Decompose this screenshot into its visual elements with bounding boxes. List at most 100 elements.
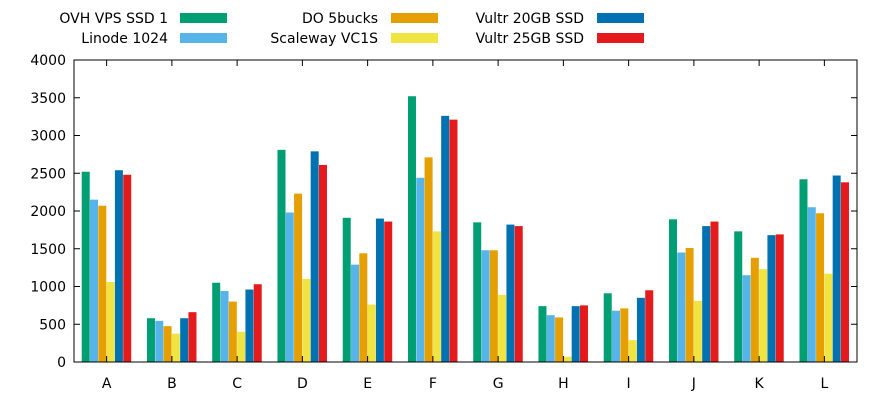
bar-J-4 [702,226,711,362]
bar-L-2 [816,213,825,362]
bar-D-2 [294,193,303,362]
bar-H-3 [563,356,572,362]
bar-I-5 [645,290,654,362]
x-tick-label: D [297,376,308,392]
y-tick-label: 2500 [30,166,66,182]
bar-I-3 [628,340,637,362]
bar-B-0 [146,318,155,362]
bar-A-3 [106,281,115,362]
bar-A-1 [90,199,99,362]
bar-L-1 [807,207,816,362]
legend-swatch [597,33,644,43]
bar-C-2 [228,301,237,362]
bar-G-5 [514,226,523,362]
bar-L-5 [840,182,849,362]
bar-E-4 [375,218,384,362]
bar-J-2 [685,248,694,362]
x-tick-label: B [167,376,177,392]
bar-G-1 [481,250,490,362]
bar-H-0 [538,306,547,362]
bar-B-5 [188,312,197,362]
bar-E-2 [359,253,368,362]
legend-label: DO 5bucks [302,11,378,27]
bar-A-2 [98,205,107,362]
x-tick-label: G [493,376,504,392]
bar-D-3 [302,278,311,362]
x-tick-label: K [755,376,765,392]
x-tick-label: I [627,376,631,392]
bar-K-4 [767,235,776,362]
bar-F-2 [424,157,433,362]
bar-J-5 [710,221,719,362]
x-tick-label: L [820,376,828,392]
legend-label: Scaleway VC1S [270,31,378,47]
bar-L-3 [824,273,833,362]
y-tick-label: 4000 [30,53,66,69]
bar-F-3 [432,231,441,362]
bar-A-5 [123,174,132,362]
bar-E-3 [367,304,376,362]
legend-entry: Vultr 25GB SSD [476,31,644,47]
bar-B-1 [155,320,164,362]
x-tick-label: F [429,376,437,392]
legend-entry: Vultr 20GB SSD [476,11,644,27]
legend-entry: OVH VPS SSD 1 [59,11,227,27]
bar-C-0 [212,282,221,362]
bar-D-5 [318,164,327,362]
legend-entry: DO 5bucks [302,11,438,27]
bar-H-5 [579,305,588,363]
bar-G-0 [473,222,482,362]
bar-K-5 [775,234,784,362]
legend-label: Vultr 25GB SSD [476,31,584,47]
bar-K-0 [734,231,743,362]
bar-B-2 [163,326,172,362]
y-tick-label: 0 [57,355,66,371]
bar-J-1 [677,252,686,362]
legend-label: Vultr 20GB SSD [476,11,584,27]
bar-H-4 [571,306,580,362]
bar-K-1 [742,275,751,362]
x-tick-label: A [102,376,112,392]
legend: OVH VPS SSD 1 Linode 1024 DO 5bucks Scalewa… [59,11,644,47]
bar-F-4 [441,115,450,363]
bar-E-1 [351,264,360,362]
bar-I-0 [603,293,612,362]
bar-C-4 [245,289,254,362]
legend-swatch [391,33,438,43]
bar-C-5 [253,284,262,362]
bar-J-0 [668,219,677,362]
y-tick-label: 500 [39,317,66,333]
bar-F-5 [449,119,458,363]
legend-swatch [180,33,227,43]
y-tick-label: 3500 [30,91,66,107]
bar-K-3 [759,269,768,362]
bar-D-0 [277,149,286,362]
legend-entry: Linode 1024 [81,31,227,47]
legend-swatch [597,13,644,23]
bars [81,96,849,363]
bar-C-1 [220,291,229,362]
legend-swatch [180,13,227,23]
bar-L-4 [832,175,841,362]
bar-I-4 [636,297,645,362]
bar-L-0 [799,179,808,362]
axes: 0 500 1000 1500 2000 2500 3000 3500 4000 A B C D E F G H… [30,53,858,392]
bar-I-1 [612,310,621,362]
x-tick-label: H [558,376,569,392]
bar-F-1 [416,177,425,362]
y-tick-label: 2000 [30,204,66,220]
y-tick-label: 1000 [30,280,66,296]
bar-I-2 [620,308,629,362]
bar-A-4 [114,170,123,362]
bar-D-1 [285,212,294,362]
bar-G-4 [506,224,515,362]
y-tick-label: 1500 [30,242,66,258]
y-tick-label: 3000 [30,129,66,145]
bar-F-0 [407,96,416,363]
bar-A-0 [81,171,90,362]
bar-H-2 [555,317,564,362]
bar-B-3 [171,333,180,362]
bar-E-5 [384,221,393,362]
bar-B-4 [180,318,189,362]
